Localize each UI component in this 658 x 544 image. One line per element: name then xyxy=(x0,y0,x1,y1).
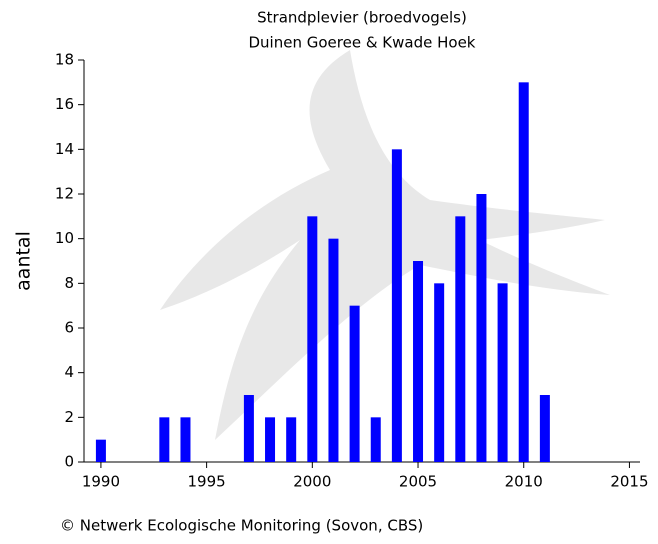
y-tick-label: 0 xyxy=(64,453,74,471)
y-tick-label: 14 xyxy=(55,140,74,158)
x-tick-label: 2000 xyxy=(293,473,331,491)
bar xyxy=(391,149,402,463)
y-tick-label: 18 xyxy=(55,51,74,69)
x-tick-label: 1995 xyxy=(188,473,226,491)
y-tick-label: 6 xyxy=(64,319,74,337)
x-tick-label: 2010 xyxy=(505,473,543,491)
bar xyxy=(497,283,508,462)
y-axis-label: aantal xyxy=(13,231,35,291)
bar xyxy=(265,417,276,462)
bar xyxy=(307,216,318,462)
bar xyxy=(370,417,381,462)
bar xyxy=(95,439,106,462)
chart-title: Strandplevier (broedvogels) xyxy=(257,9,467,27)
y-tick-label: 10 xyxy=(55,229,74,247)
bar xyxy=(476,194,487,462)
footer: © Netwerk Ecologische Monitoring (Sovon,… xyxy=(60,517,423,535)
bar xyxy=(434,283,445,462)
watermark xyxy=(160,50,610,440)
y-tick-label: 8 xyxy=(64,274,74,292)
bar xyxy=(243,395,254,462)
chart-subtitle: Duinen Goeree & Kwade Hoek xyxy=(249,34,476,52)
bar xyxy=(539,395,550,462)
bar xyxy=(518,82,529,462)
bar xyxy=(349,305,360,462)
y-tick-label: 16 xyxy=(55,95,74,113)
x-tick-label: 1990 xyxy=(82,473,120,491)
y-tick-label: 4 xyxy=(64,363,74,381)
x-tick-label: 2005 xyxy=(399,473,437,491)
x-tick-label: 2015 xyxy=(610,473,648,491)
bar xyxy=(286,417,297,462)
bar xyxy=(413,261,424,462)
y-tick-label: 12 xyxy=(55,185,74,203)
bar xyxy=(455,216,466,462)
bar xyxy=(328,238,339,462)
bar xyxy=(180,417,191,462)
bar xyxy=(159,417,170,462)
y-tick-label: 2 xyxy=(64,408,74,426)
